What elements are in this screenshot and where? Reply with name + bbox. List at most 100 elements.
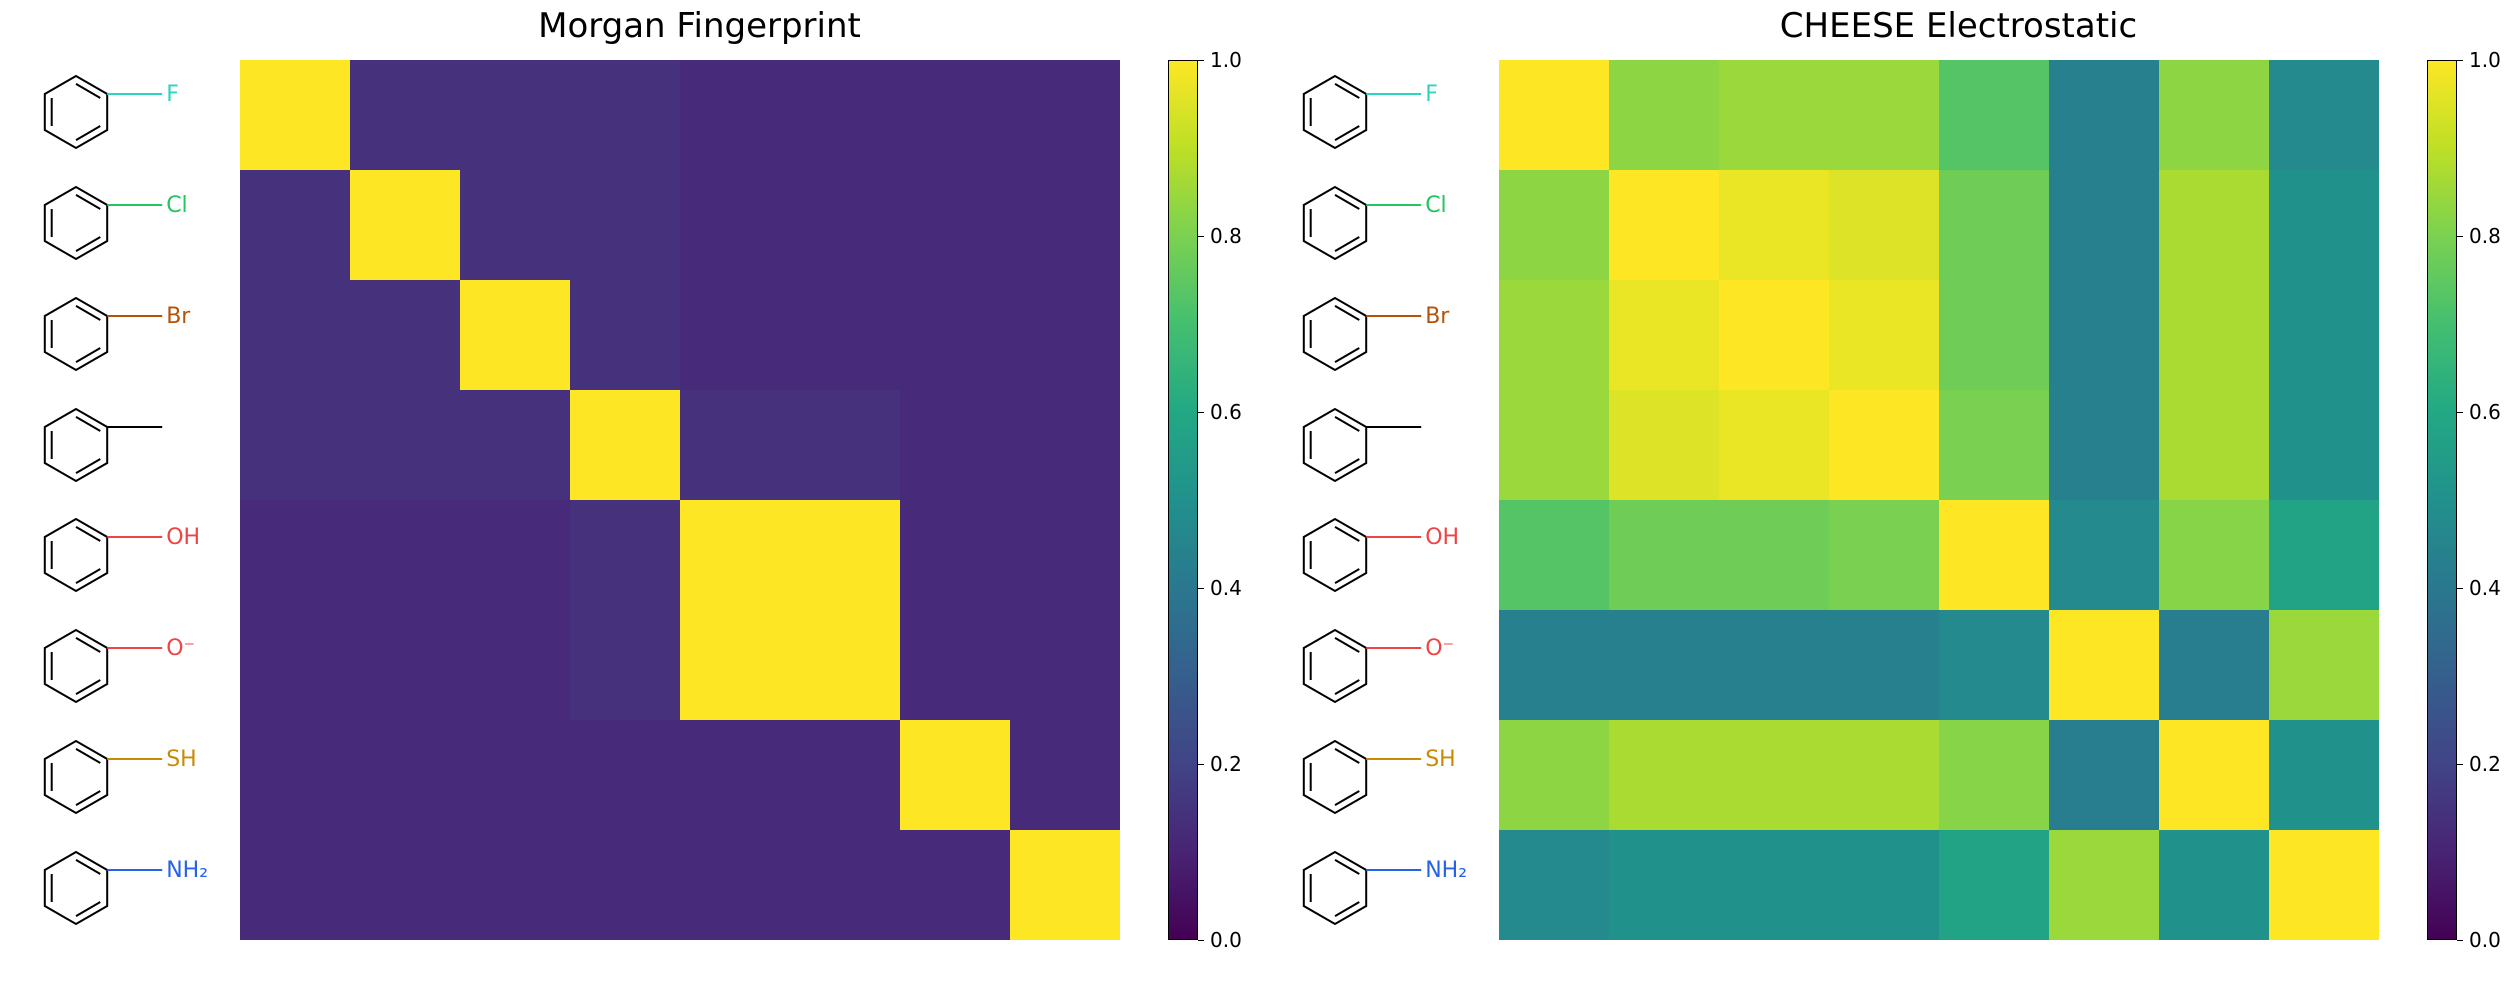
heatmap-cell <box>1939 60 2049 170</box>
heatmap-morgan <box>240 60 1120 940</box>
heatmap-cell <box>790 390 900 500</box>
heatmap-cell <box>1829 500 1939 610</box>
colorbar-tick-line <box>1198 236 1204 237</box>
heatmap-cell <box>460 170 570 280</box>
heatmap-cell <box>2049 170 2159 280</box>
svg-text:NH₂: NH₂ <box>166 858 208 883</box>
heatmap-cell <box>350 610 460 720</box>
heatmap-cell <box>790 830 900 940</box>
heatmap-cell <box>2269 170 2379 280</box>
heatmap-cell <box>1609 390 1719 500</box>
molecule-label: Br <box>18 282 218 386</box>
heatmap-cell <box>1010 170 1120 280</box>
colorbar-tick-label: 0.2 <box>1210 752 1242 776</box>
colorbar-gradient-morgan <box>1168 60 1198 940</box>
molecule-label: O⁻ <box>18 614 218 718</box>
heatmap-cell <box>1719 390 1829 500</box>
heatmap-cell <box>570 280 680 390</box>
colorbar-tick-line <box>1198 588 1204 589</box>
heatmap-cell <box>1609 280 1719 390</box>
heatmap-cell <box>460 390 570 500</box>
heatmap-cell <box>1939 610 2049 720</box>
colorbar-tick-line <box>2457 588 2463 589</box>
svg-text:SH: SH <box>1425 747 1456 772</box>
heatmap-cell <box>240 170 350 280</box>
heatmap-cell <box>2049 610 2159 720</box>
colorbar-ticks-cheese: 0.00.20.40.60.81.0 <box>2457 60 2517 940</box>
heatmap-cell <box>1719 610 1829 720</box>
heatmap-cell <box>1609 720 1719 830</box>
molecule-labels-right: F Cl Br OH O⁻ SH NH₂ <box>1277 60 1477 940</box>
heatmap-cell <box>1939 500 2049 610</box>
heatmap-cell <box>240 720 350 830</box>
heatmap-cell <box>460 500 570 610</box>
heatmap-cell <box>460 830 570 940</box>
heatmap-cell <box>790 170 900 280</box>
svg-text:Br: Br <box>1425 304 1450 329</box>
heatmap-cell <box>240 830 350 940</box>
heatmap-cell <box>2159 500 2269 610</box>
molecule-label: OH <box>18 503 218 607</box>
heatmap-cell <box>2049 390 2159 500</box>
svg-text:O⁻: O⁻ <box>1425 636 1454 661</box>
heatmap-cell <box>240 610 350 720</box>
colorbar-tick-label: 0.6 <box>2469 400 2501 424</box>
heatmap-cell <box>680 390 790 500</box>
svg-text:SH: SH <box>166 747 197 772</box>
heatmap-cell <box>570 500 680 610</box>
heatmap-cell <box>2049 720 2159 830</box>
heatmap-cell <box>2159 170 2269 280</box>
heatmap-cell <box>1829 170 1939 280</box>
heatmap-cell <box>1010 280 1120 390</box>
heatmap-cell <box>1609 170 1719 280</box>
heatmap-cell <box>2049 60 2159 170</box>
panel-morgan: Morgan Fingerprint F Cl Br OH O⁻ SH <box>0 0 1259 998</box>
molecule-label: Br <box>1277 282 1477 386</box>
colorbar-tick-line <box>2457 60 2463 61</box>
colorbar-ticks-morgan: 0.00.20.40.60.81.0 <box>1198 60 1258 940</box>
molecule-label: F <box>1277 60 1477 164</box>
heatmap-cell <box>1719 60 1829 170</box>
heatmap-cell <box>2269 280 2379 390</box>
molecule-label: NH₂ <box>18 836 218 940</box>
molecule-label: OH <box>1277 503 1477 607</box>
colorbar-morgan: 0.00.20.40.60.81.0 <box>1168 60 1248 940</box>
heatmap-cell <box>570 610 680 720</box>
heatmap-cell <box>900 720 1010 830</box>
heatmap-cell <box>2049 500 2159 610</box>
heatmap-cell <box>900 830 1010 940</box>
molecule-label: SH <box>18 725 218 829</box>
heatmap-cell <box>1719 720 1829 830</box>
svg-text:F: F <box>166 82 179 107</box>
heatmap-cell <box>350 60 460 170</box>
heatmap-cell <box>2269 830 2379 940</box>
heatmap-cell <box>2159 60 2269 170</box>
heatmap-cell <box>460 610 570 720</box>
heatmap-cell <box>1939 280 2049 390</box>
heatmap-grid-morgan <box>240 60 1120 940</box>
title-morgan: Morgan Fingerprint <box>70 6 1329 46</box>
heatmap-cell <box>460 60 570 170</box>
colorbar-tick-line <box>2457 940 2463 941</box>
heatmap-cell <box>2159 610 2269 720</box>
heatmap-cell <box>900 500 1010 610</box>
molecule-label <box>1277 393 1477 497</box>
heatmap-cell <box>1829 280 1939 390</box>
colorbar-tick-label: 0.0 <box>1210 928 1242 952</box>
heatmap-cell <box>460 720 570 830</box>
heatmap-cell <box>2159 390 2269 500</box>
colorbar-tick-line <box>2457 764 2463 765</box>
heatmap-cell <box>1829 610 1939 720</box>
heatmap-cell <box>350 390 460 500</box>
heatmap-cell <box>570 170 680 280</box>
heatmap-cell <box>790 720 900 830</box>
colorbar-tick-label: 1.0 <box>2469 48 2501 72</box>
heatmap-cell <box>900 60 1010 170</box>
heatmap-cell <box>570 390 680 500</box>
colorbar-tick-label: 0.2 <box>2469 752 2501 776</box>
heatmap-cell <box>900 170 1010 280</box>
heatmap-cell <box>790 60 900 170</box>
molecule-label: Cl <box>18 171 218 275</box>
heatmap-cell <box>680 60 790 170</box>
heatmap-cell <box>1499 280 1609 390</box>
